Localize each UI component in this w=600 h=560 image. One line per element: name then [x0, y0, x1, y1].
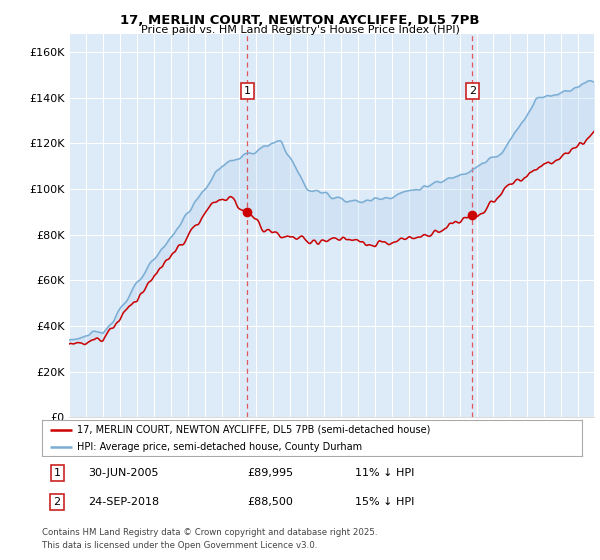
Text: 15% ↓ HPI: 15% ↓ HPI [355, 497, 415, 507]
Text: 2: 2 [53, 497, 61, 507]
Text: 24-SEP-2018: 24-SEP-2018 [88, 497, 159, 507]
Text: £89,995: £89,995 [247, 468, 293, 478]
Text: HPI: Average price, semi-detached house, County Durham: HPI: Average price, semi-detached house,… [77, 442, 362, 451]
Text: 2: 2 [469, 86, 476, 96]
Text: 11% ↓ HPI: 11% ↓ HPI [355, 468, 415, 478]
Text: Price paid vs. HM Land Registry's House Price Index (HPI): Price paid vs. HM Land Registry's House … [140, 25, 460, 35]
Text: 30-JUN-2005: 30-JUN-2005 [88, 468, 158, 478]
Text: 1: 1 [53, 468, 61, 478]
Text: 17, MERLIN COURT, NEWTON AYCLIFFE, DL5 7PB: 17, MERLIN COURT, NEWTON AYCLIFFE, DL5 7… [120, 14, 480, 27]
Text: Contains HM Land Registry data © Crown copyright and database right 2025.: Contains HM Land Registry data © Crown c… [42, 529, 377, 538]
Text: This data is licensed under the Open Government Licence v3.0.: This data is licensed under the Open Gov… [42, 541, 317, 550]
Text: 1: 1 [244, 86, 251, 96]
Text: 17, MERLIN COURT, NEWTON AYCLIFFE, DL5 7PB (semi-detached house): 17, MERLIN COURT, NEWTON AYCLIFFE, DL5 7… [77, 425, 430, 435]
Text: £88,500: £88,500 [247, 497, 293, 507]
